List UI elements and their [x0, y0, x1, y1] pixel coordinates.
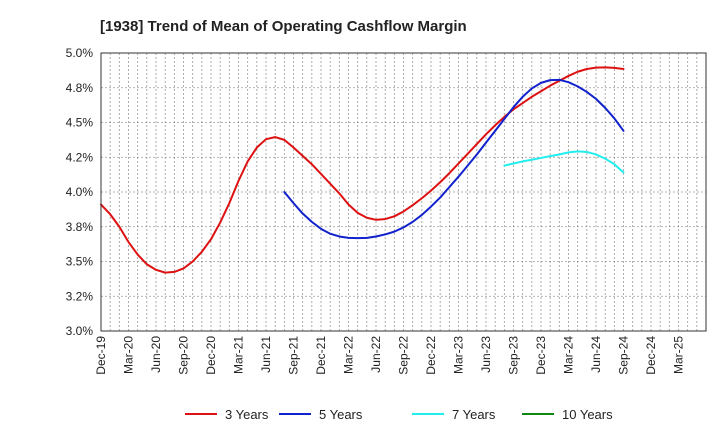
- legend-label-5-years: 5 Years: [319, 407, 363, 422]
- y-tick-label: 3.0%: [66, 324, 94, 338]
- y-tick-label: 3.5%: [66, 255, 94, 269]
- y-tick-label: 4.2%: [66, 150, 94, 164]
- x-tick-label: Jun-23: [479, 336, 493, 373]
- y-tick-label: 4.5%: [66, 116, 94, 130]
- x-tick-label: Dec-19: [94, 336, 108, 375]
- x-tick-label: Dec-23: [534, 336, 548, 375]
- x-tick-label: Dec-21: [314, 336, 328, 375]
- x-tick-label: Mar-21: [232, 336, 246, 374]
- x-tick-label: Sep-21: [287, 336, 301, 375]
- y-axis: 3.0% 3.2% 3.5% 3.8% 4.0% 4.2% 4.5% 4.8% 5.0%: [66, 46, 94, 338]
- x-axis: Dec-19 Mar-20 Jun-20 Sep-20 Dec-20 Mar-21 Jun-…: [94, 336, 686, 375]
- y-tick-label: 4.8%: [66, 81, 94, 95]
- plot-area: [100, 66, 625, 274]
- plot-frame: [100, 52, 707, 332]
- legend-label-10-years: 10 Years: [562, 407, 613, 422]
- x-tick-label: Mar-23: [452, 336, 466, 374]
- x-tick-label: Dec-20: [204, 336, 218, 375]
- y-tick-label: 3.8%: [66, 220, 94, 234]
- x-tick-label: Jun-22: [369, 336, 383, 373]
- x-tick-label: Sep-20: [177, 336, 191, 375]
- x-tick-label: Sep-23: [507, 336, 521, 375]
- x-tick-label: Jun-24: [589, 336, 603, 373]
- x-tick-label: Jun-21: [259, 336, 273, 373]
- chart-title: [1938] Trend of Mean of Operating Cashfl…: [100, 18, 467, 35]
- series-line-5-years: [283, 78, 625, 240]
- x-tick-label: Mar-22: [342, 336, 356, 374]
- x-tick-label: Dec-24: [644, 336, 658, 375]
- legend-label-7-years: 7 Years: [452, 407, 496, 422]
- grid: [101, 53, 706, 331]
- x-tick-label: Dec-22: [424, 336, 438, 375]
- x-tick-label: Mar-20: [122, 336, 136, 374]
- y-tick-label: 5.0%: [66, 46, 94, 60]
- y-tick-label: 4.0%: [66, 185, 94, 199]
- x-tick-label: Jun-20: [149, 336, 163, 373]
- x-tick-label: Sep-22: [397, 336, 411, 375]
- x-tick-label: Sep-24: [617, 336, 631, 375]
- legend: 3 Years 5 Years 7 Years 10 Years: [185, 407, 613, 422]
- series-line-7-years: [503, 150, 625, 174]
- series-line-3-years: [100, 66, 625, 274]
- legend-label-3-years: 3 Years: [225, 407, 269, 422]
- x-tick-label: Mar-24: [562, 336, 576, 374]
- y-tick-label: 3.2%: [66, 289, 94, 303]
- x-tick-label: Mar-25: [672, 336, 686, 374]
